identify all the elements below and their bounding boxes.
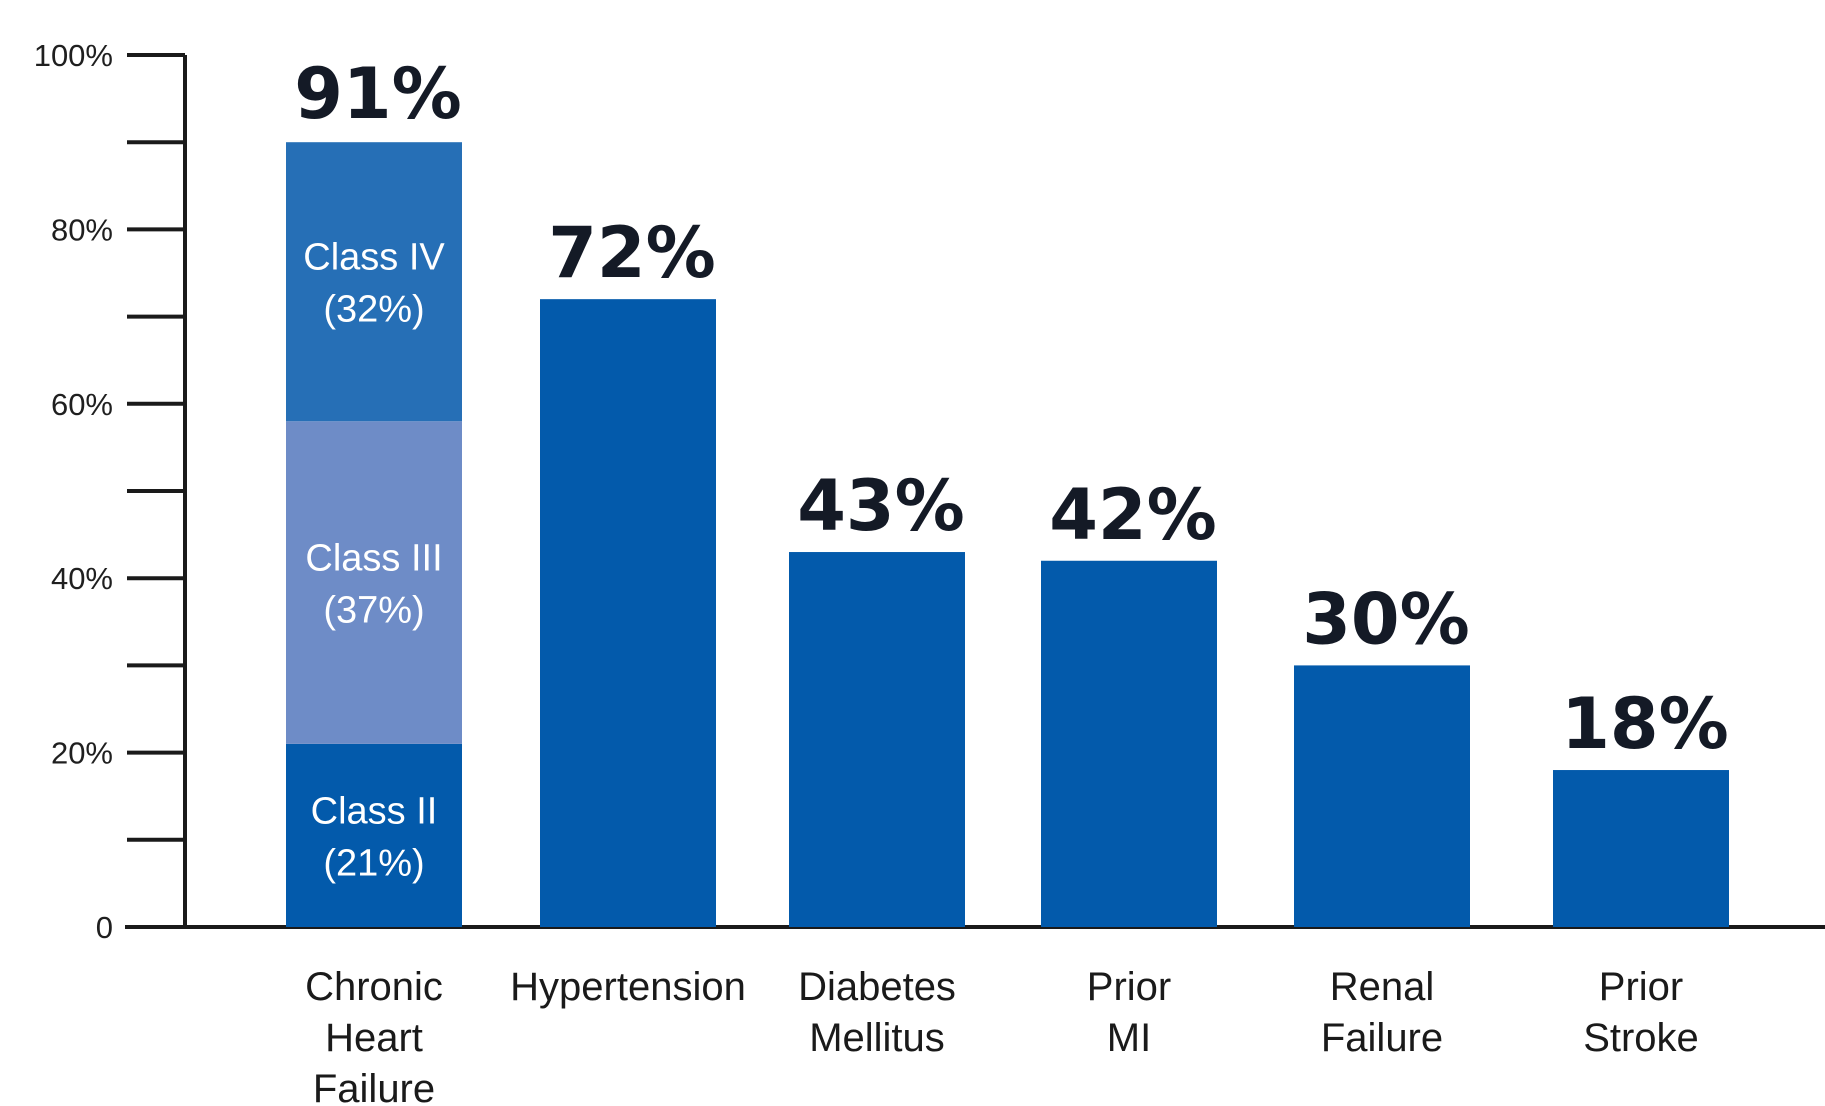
y-tick-label: 20% [51, 736, 113, 771]
segment-label: (21%) [323, 842, 424, 884]
bar [540, 299, 716, 927]
category-label: Chronic [305, 965, 443, 1009]
category-label: Heart [325, 1016, 423, 1060]
bar-segment [286, 421, 462, 744]
category-label: Prior [1599, 965, 1683, 1009]
y-tick-label: 60% [51, 387, 113, 422]
segment-label: (32%) [323, 289, 424, 331]
category-label: Hypertension [510, 965, 746, 1009]
segment-label: (37%) [323, 590, 424, 632]
bar [1294, 665, 1470, 927]
category-label: Failure [313, 1067, 435, 1106]
bar-value-label: 43% [797, 465, 965, 547]
labels: Class II (21%) Class III (37%) Class IV (32%)… [294, 53, 1729, 1106]
y-tick-label: 80% [51, 212, 113, 247]
bar-segment [286, 142, 462, 422]
bar-value-label: 72% [548, 212, 716, 294]
segment-label: Class IV [303, 237, 445, 279]
bar-value-label: 91% [294, 53, 462, 135]
y-tick-label: 0 [96, 910, 113, 945]
segment-label: Class III [305, 538, 442, 580]
bar-segment [286, 743, 462, 927]
bar-value-label: 18% [1561, 683, 1729, 765]
category-label: Failure [1321, 1016, 1443, 1060]
bar [1553, 770, 1729, 927]
bar [789, 552, 965, 927]
category-label: Stroke [1583, 1016, 1699, 1060]
bar-value-label: 42% [1049, 474, 1217, 556]
segment-label: Class II [311, 790, 438, 832]
category-label: Diabetes [798, 965, 956, 1009]
category-label: Mellitus [809, 1016, 945, 1060]
y-tick-label: 100% [34, 38, 113, 73]
category-label: MI [1107, 1016, 1151, 1060]
bar-value-label: 30% [1302, 578, 1470, 660]
category-label: Prior [1087, 965, 1171, 1009]
bar [1041, 560, 1217, 927]
y-tick-label: 40% [51, 561, 113, 596]
category-label: Renal [1330, 965, 1435, 1009]
bars [286, 142, 1729, 927]
